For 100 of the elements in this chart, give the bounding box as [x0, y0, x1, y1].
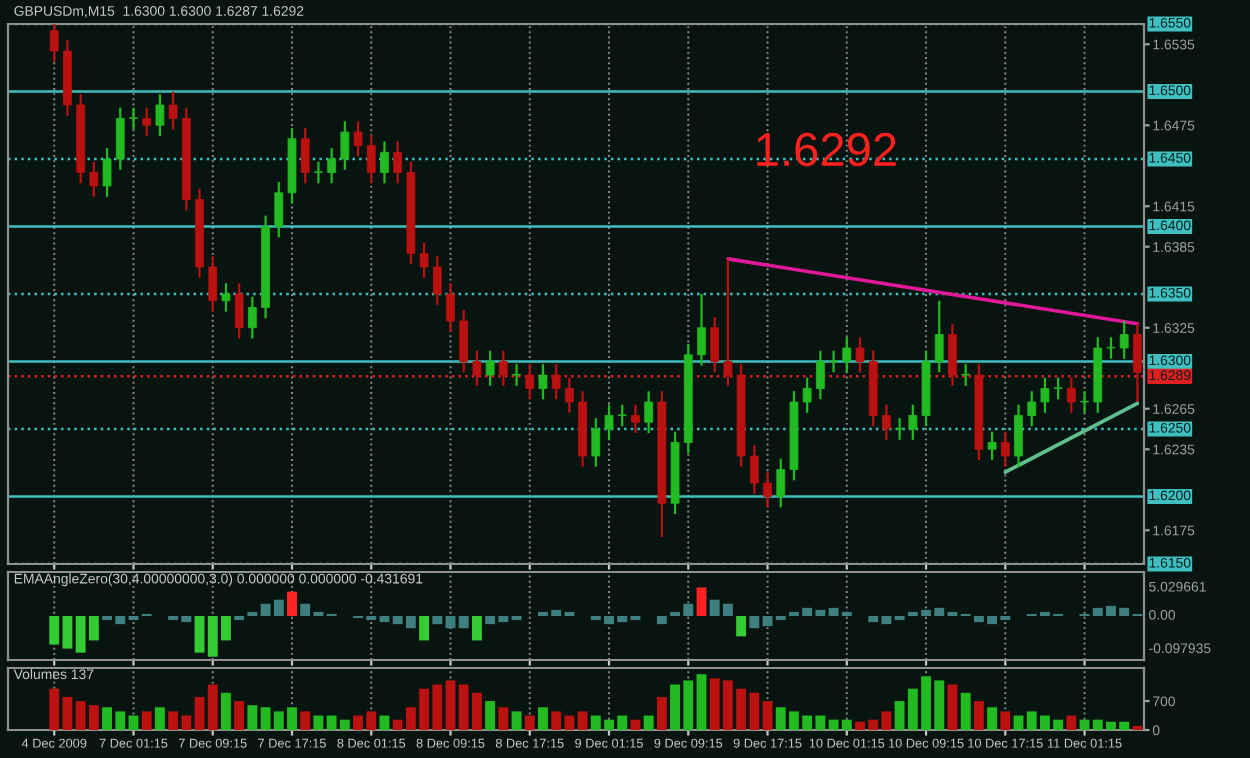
- candlestick: [538, 363, 548, 401]
- candlestick: [498, 349, 508, 387]
- candlestick: [855, 336, 865, 374]
- bar: [696, 587, 707, 616]
- candlestick: [168, 90, 178, 131]
- bar: [656, 696, 667, 730]
- candlestick: [115, 106, 125, 171]
- bar: [538, 707, 548, 730]
- candlestick: [710, 315, 720, 374]
- candlestick: [142, 106, 152, 138]
- bar: [973, 701, 984, 730]
- candlestick: [89, 160, 99, 198]
- candlestick: [353, 120, 363, 158]
- candlestick: [961, 363, 971, 387]
- bar: [234, 701, 245, 730]
- bar: [749, 616, 760, 629]
- candlestick: [882, 403, 891, 441]
- candlestick: [604, 403, 614, 441]
- candlestick: [432, 255, 442, 306]
- bar: [207, 684, 218, 730]
- bar: [498, 707, 509, 730]
- bar: [471, 616, 482, 641]
- candlestick: [815, 349, 825, 401]
- bar: [194, 696, 205, 730]
- candlestick: [327, 147, 337, 185]
- candlestick: [723, 257, 733, 387]
- candlestick: [525, 363, 535, 401]
- candlestick: [697, 292, 706, 367]
- candlestick: [644, 390, 654, 435]
- candlestick: [1040, 376, 1050, 414]
- bar: [287, 591, 297, 616]
- bar: [1066, 715, 1077, 730]
- candlestick: [234, 282, 244, 340]
- candlestick: [366, 133, 376, 185]
- bar: [577, 711, 588, 730]
- candlestick: [485, 349, 495, 387]
- candlestick: [776, 457, 786, 509]
- candlestick: [617, 403, 627, 428]
- bar: [696, 674, 707, 730]
- candlestick: [419, 241, 429, 279]
- bar: [511, 711, 522, 730]
- candlestick: [1000, 430, 1010, 468]
- candlestick: [1106, 336, 1116, 360]
- bar: [987, 707, 998, 730]
- candlestick: [129, 106, 138, 131]
- candlestick: [948, 322, 957, 387]
- candlestick: [934, 299, 944, 374]
- bar: [313, 715, 324, 730]
- candlestick: [459, 309, 469, 374]
- candlestick: [472, 349, 482, 387]
- candlestick: [1119, 319, 1129, 360]
- bar: [247, 705, 258, 730]
- candlestick: [340, 120, 350, 171]
- bar: [1000, 711, 1011, 730]
- candlestick: [446, 282, 455, 333]
- bar: [485, 701, 496, 730]
- candlestick: [1080, 390, 1089, 414]
- candlestick: [565, 376, 574, 414]
- candlestick: [102, 147, 112, 198]
- candlestick: [49, 24, 59, 63]
- candlestick: [591, 417, 601, 468]
- candlestick: [631, 403, 640, 435]
- candlestick: [1014, 403, 1023, 468]
- bar: [524, 715, 535, 730]
- candlestick: [155, 93, 165, 138]
- candlestick: [1027, 390, 1037, 428]
- bar: [221, 692, 231, 730]
- candlestick: [551, 363, 561, 401]
- candlestick: [987, 430, 997, 462]
- bar: [947, 684, 958, 730]
- candlestick: [274, 180, 284, 239]
- bar: [300, 711, 311, 730]
- bar: [194, 616, 205, 653]
- candlestick: [393, 140, 403, 185]
- candlestick: [208, 255, 218, 313]
- candlestick: [908, 403, 918, 441]
- candlestick: [829, 349, 838, 374]
- candlestick: [763, 471, 772, 509]
- bar: [141, 711, 152, 730]
- candlestick: [512, 363, 521, 387]
- candlestick: [1133, 322, 1142, 404]
- bar: [960, 692, 971, 730]
- candlestick: [802, 376, 812, 414]
- candlestick: [895, 417, 905, 441]
- annotation: 1.6292: [757, 132, 896, 167]
- bar: [432, 616, 443, 625]
- candlestick: [221, 282, 231, 313]
- candlestick: [842, 336, 852, 374]
- candlestick: [247, 295, 257, 340]
- candlestick: [749, 444, 759, 495]
- bar: [154, 707, 165, 730]
- candlestick: [380, 140, 389, 185]
- bar: [458, 616, 469, 629]
- bar: [656, 616, 667, 625]
- bar: [643, 715, 654, 730]
- bar: [762, 701, 773, 730]
- bar: [630, 719, 641, 730]
- candlestick: [300, 126, 310, 185]
- bar: [419, 616, 430, 641]
- bar: [736, 616, 747, 637]
